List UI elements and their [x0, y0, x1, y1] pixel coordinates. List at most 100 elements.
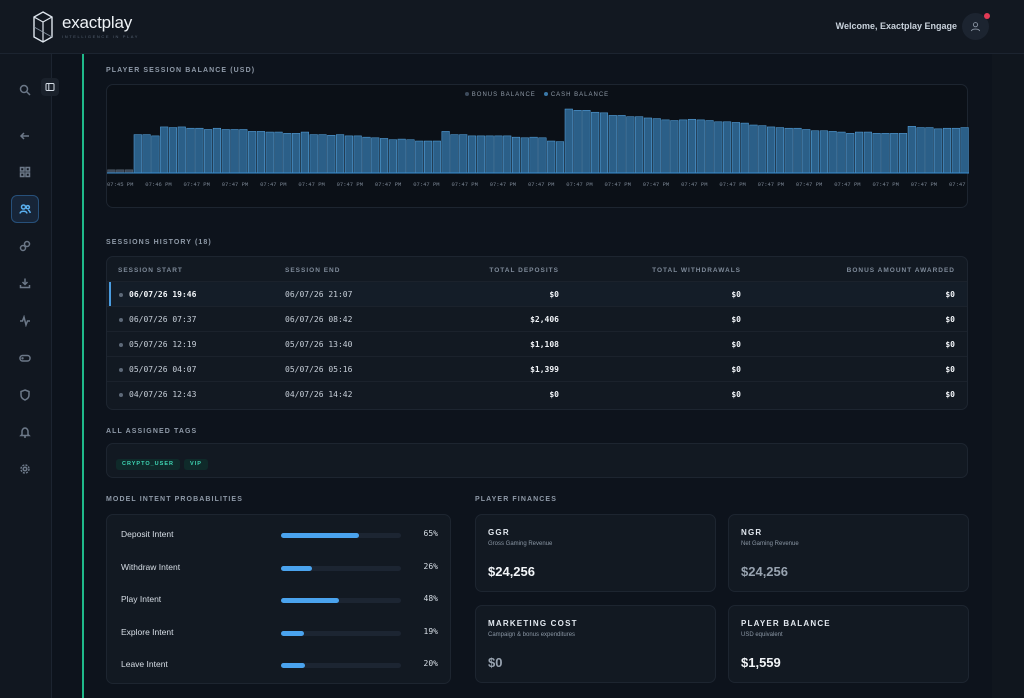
tag-vip[interactable]: VIP: [184, 459, 208, 470]
gamepad-icon[interactable]: [11, 344, 39, 372]
chart-bar[interactable]: [784, 127, 793, 174]
chart-bar[interactable]: [617, 115, 626, 174]
chart-bar[interactable]: [802, 129, 811, 174]
chart-bar[interactable]: [599, 112, 609, 174]
chart-bar[interactable]: [362, 136, 371, 174]
col-header-total-withdrawals[interactable]: TOTAL WITHDRAWALS: [652, 267, 741, 274]
chart-bar[interactable]: [890, 133, 899, 174]
chart-bar[interactable]: [142, 134, 151, 174]
chart-bar[interactable]: [670, 120, 679, 174]
col-header-session-start[interactable]: SESSION START: [118, 267, 183, 274]
chart-bar[interactable]: [837, 131, 846, 174]
chart-bar[interactable]: [195, 127, 204, 174]
chart-bar[interactable]: [133, 134, 142, 174]
chart-bar[interactable]: [960, 127, 969, 174]
chart-bar[interactable]: [714, 121, 723, 174]
download-icon[interactable]: [11, 269, 39, 297]
chart-bar[interactable]: [212, 127, 222, 174]
chart-bar[interactable]: [731, 122, 740, 174]
chart-bar[interactable]: [538, 137, 547, 174]
chart-bar[interactable]: [872, 133, 881, 174]
chart-bar[interactable]: [758, 125, 767, 174]
chart-bar[interactable]: [265, 131, 274, 174]
chart-bar[interactable]: [749, 124, 758, 174]
chart-bar[interactable]: [336, 134, 345, 174]
chart-bar[interactable]: [881, 133, 890, 174]
col-header-total-deposits[interactable]: TOTAL DEPOSITS: [489, 267, 559, 274]
chart-bar[interactable]: [406, 139, 415, 174]
legend-cash-label[interactable]: CASH BALANCE: [550, 92, 610, 98]
table-row[interactable]: 05/07/26 12:19 05/07/26 13:40 $1,108 $0 $0: [107, 331, 967, 356]
chart-bar[interactable]: [652, 118, 661, 174]
table-row[interactable]: 04/07/26 12:43 04/07/26 14:42 $0 $0 $0: [107, 381, 967, 406]
chart-bar[interactable]: [318, 134, 327, 174]
chart-bar[interactable]: [300, 131, 309, 174]
app-logo[interactable]: exactplay INTELLIGENCE IN PLAY: [32, 10, 139, 44]
chart-bar[interactable]: [828, 131, 837, 174]
chart-bar[interactable]: [292, 133, 301, 174]
chart-bar[interactable]: [388, 139, 397, 174]
chart-bar[interactable]: [555, 141, 565, 174]
table-row[interactable]: 06/07/26 19:46 06/07/26 21:07 $0 $0 $0: [107, 281, 967, 307]
chart-bar[interactable]: [221, 129, 230, 174]
chart-bar[interactable]: [951, 127, 960, 174]
chart-bar[interactable]: [168, 127, 178, 174]
chart-bar[interactable]: [380, 138, 389, 174]
chart-bar[interactable]: [450, 134, 459, 174]
chart-bar[interactable]: [564, 108, 573, 174]
chart-bar[interactable]: [371, 137, 380, 174]
chart-bar[interactable]: [696, 119, 705, 174]
chart-bar[interactable]: [687, 118, 696, 174]
chart-bar[interactable]: [204, 129, 213, 174]
sidebar-collapse-button[interactable]: [41, 78, 59, 96]
chart-bar[interactable]: [916, 127, 925, 174]
chart-bar[interactable]: [503, 135, 512, 174]
chart-bar[interactable]: [863, 131, 872, 174]
table-row[interactable]: 05/07/26 04:07 05/07/26 05:16 $1,399 $0 $0: [107, 356, 967, 381]
chart-bar[interactable]: [705, 120, 714, 174]
chart-bar[interactable]: [274, 131, 283, 174]
chart-bar[interactable]: [424, 140, 433, 174]
chart-bar[interactable]: [547, 140, 556, 174]
grid-icon[interactable]: [11, 158, 39, 186]
chart-bar[interactable]: [635, 116, 644, 174]
chart-bar[interactable]: [459, 134, 468, 174]
chart-bar[interactable]: [775, 127, 784, 174]
chart-bar[interactable]: [811, 130, 820, 174]
chart-bar[interactable]: [353, 135, 362, 174]
chart-bar[interactable]: [494, 135, 503, 174]
chart-bar[interactable]: [942, 127, 952, 174]
chart-bar[interactable]: [855, 131, 864, 174]
col-header-bonus-awarded[interactable]: BONUS AMOUNT AWARDED: [846, 267, 955, 274]
chart-bar[interactable]: [661, 119, 670, 174]
chart-bar[interactable]: [485, 135, 494, 174]
chart-bar[interactable]: [907, 126, 916, 174]
chart-bar[interactable]: [432, 140, 441, 174]
shield-icon[interactable]: [11, 381, 39, 409]
col-header-session-end[interactable]: SESSION END: [285, 267, 341, 274]
chart-bar[interactable]: [626, 116, 635, 174]
chart-bar[interactable]: [767, 126, 776, 174]
chart-bar[interactable]: [934, 128, 943, 174]
chart-bar[interactable]: [723, 121, 732, 174]
chart-bar[interactable]: [160, 126, 169, 174]
users-icon[interactable]: [11, 195, 39, 223]
chart-bar[interactable]: [925, 127, 934, 174]
chart-bar[interactable]: [846, 133, 855, 174]
back-arrow-icon[interactable]: [11, 122, 39, 150]
search-icon[interactable]: [11, 76, 39, 104]
chart-bar[interactable]: [256, 131, 265, 174]
activity-icon[interactable]: [11, 307, 39, 335]
chart-bar[interactable]: [679, 119, 688, 174]
chart-bar[interactable]: [608, 115, 617, 174]
chart-bar[interactable]: [230, 129, 239, 174]
chart-bar[interactable]: [186, 127, 195, 174]
chart-bar[interactable]: [467, 135, 477, 174]
chart-bar[interactable]: [573, 110, 582, 174]
chart-bar[interactable]: [511, 136, 521, 174]
chart-bar[interactable]: [819, 130, 828, 174]
chart-bar[interactable]: [520, 137, 529, 174]
chart-bar[interactable]: [344, 135, 353, 174]
table-row[interactable]: 06/07/26 07:37 06/07/26 08:42 $2,406 $0 $0: [107, 306, 967, 331]
chart-bar[interactable]: [793, 127, 802, 174]
